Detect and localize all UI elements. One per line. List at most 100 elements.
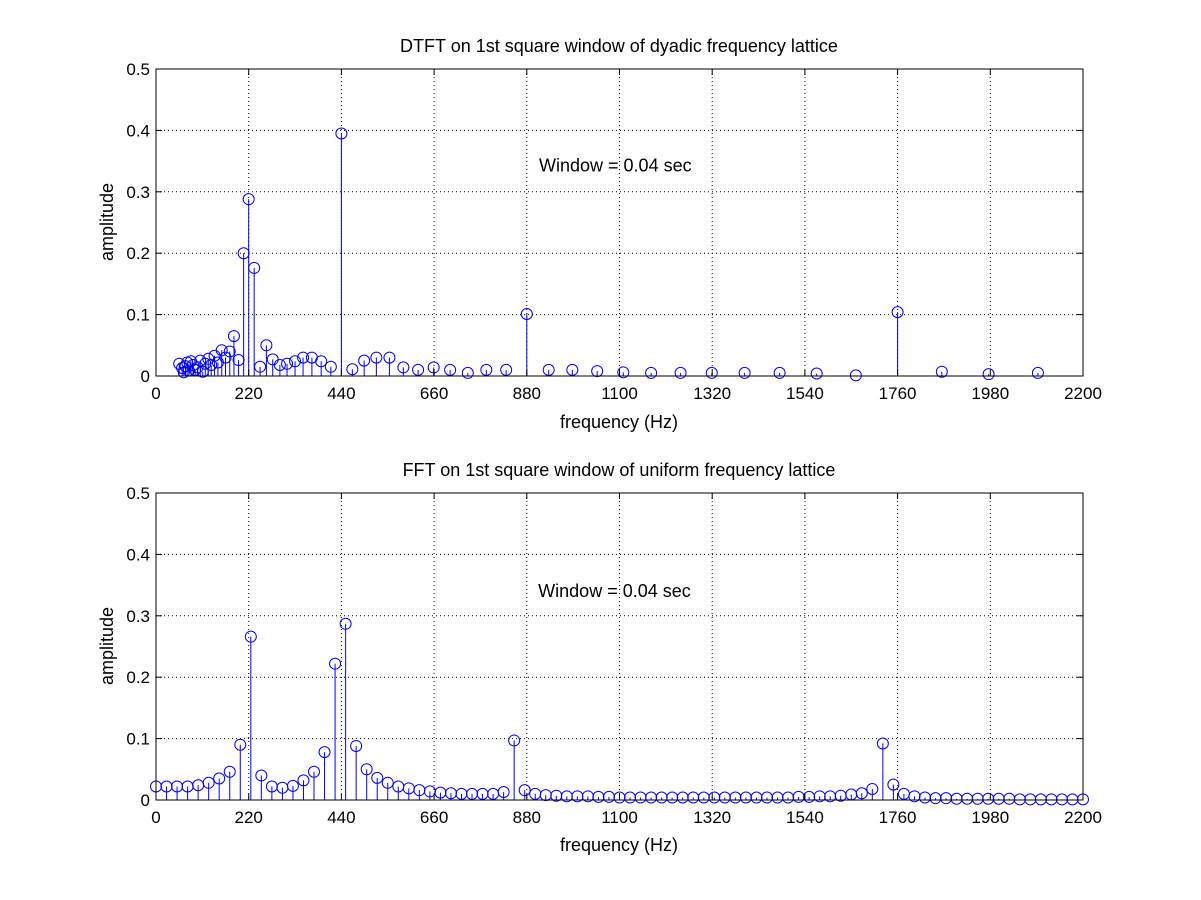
stem-marker	[397, 361, 410, 374]
x-tick-label: 0	[151, 808, 160, 827]
y-axis: 0 0.1 0.2 0.3 0.4 0.5	[126, 60, 1083, 386]
stem-marker	[500, 363, 513, 376]
stem-marker	[497, 786, 510, 799]
stem-marker	[273, 358, 286, 371]
x-tick-label: 1980	[971, 384, 1009, 403]
y-tick-label: 0.4	[126, 545, 150, 564]
x-tick-label: 2200	[1064, 808, 1102, 827]
stem-marker	[480, 363, 493, 376]
grid	[156, 69, 1083, 376]
y-tick-label: 0.2	[126, 244, 150, 263]
panel-title: DTFT on 1st square window of dyadic freq…	[400, 36, 838, 56]
x-tick-label: 1100	[601, 808, 638, 827]
fft-panel: FFT on 1st square window of uniform freq…	[97, 460, 1102, 855]
stem-marker	[371, 771, 384, 784]
stem-marker	[324, 360, 337, 373]
stem-marker	[360, 763, 373, 776]
y-tick-label: 0.2	[126, 668, 150, 687]
x-axis-label: frequency (Hz)	[560, 412, 678, 432]
stem-marker	[383, 351, 396, 364]
stem-marker	[935, 365, 948, 378]
stem-marker	[370, 351, 383, 364]
stem-marker	[260, 339, 273, 352]
x-axis-label: frequency (Hz)	[560, 835, 678, 855]
stem-marker	[219, 351, 232, 364]
stem-marker	[591, 365, 604, 378]
y-tick-label: 0	[141, 367, 150, 386]
stem-marker	[520, 307, 533, 320]
stem-marker	[876, 737, 889, 750]
stem-marker	[315, 355, 328, 368]
stem-marker	[223, 765, 236, 778]
stem-marker	[254, 360, 267, 373]
grid	[156, 493, 1083, 800]
stem-marker	[202, 776, 215, 789]
stem-marker	[444, 363, 457, 376]
x-tick-label: 440	[327, 808, 355, 827]
stem-marker	[866, 782, 879, 795]
stem-marker	[289, 355, 302, 368]
x-tick-label: 1320	[693, 384, 731, 403]
stem-marker	[248, 261, 261, 274]
y-tick-label: 0.3	[126, 607, 150, 626]
window-annotation: Window = 0.04 sec	[538, 581, 691, 601]
y-axis-label: amplitude	[97, 183, 117, 261]
x-tick-label: 880	[513, 808, 541, 827]
stem-marker	[350, 739, 363, 752]
stem-marker	[358, 354, 371, 367]
x-tick-label: 1980	[971, 808, 1009, 827]
dtft-panel: DTFT on 1st square window of dyadic freq…	[97, 36, 1102, 432]
x-axis: 0 220 440 660 880 1100 1320 1540 1760 1980 2200	[151, 69, 1102, 403]
x-tick-label: 220	[235, 808, 263, 827]
stem-marker	[381, 776, 394, 789]
stem-marker	[308, 765, 321, 778]
stem-marker	[887, 778, 900, 791]
x-tick-label: 2200	[1064, 384, 1102, 403]
stem-marker	[318, 746, 331, 759]
stem-marker	[542, 363, 555, 376]
window-annotation: Window = 0.04 sec	[539, 156, 692, 176]
stem-marker	[674, 366, 687, 379]
stem-marker	[810, 367, 823, 380]
stem-marker	[346, 363, 359, 376]
y-tick-label: 0.4	[126, 121, 150, 140]
stem-marker	[215, 344, 228, 357]
stem-series	[150, 617, 1089, 806]
stem-marker	[242, 193, 255, 206]
stem-marker	[223, 345, 236, 358]
x-tick-label: 660	[420, 384, 448, 403]
panel-title: FFT on 1st square window of uniform freq…	[403, 460, 836, 480]
stem-marker	[855, 787, 868, 800]
stem-marker	[518, 784, 531, 797]
x-tick-label: 660	[420, 808, 448, 827]
stem-marker	[286, 779, 299, 792]
stem-marker	[738, 366, 751, 379]
x-tick-label: 220	[235, 384, 263, 403]
stem-marker	[412, 363, 425, 376]
stem-marker	[335, 127, 348, 140]
stem-series	[173, 127, 1044, 382]
x-tick-label: 0	[151, 384, 160, 403]
stem-marker	[617, 366, 630, 379]
stem-marker	[255, 769, 268, 782]
stem-marker	[461, 366, 474, 379]
x-tick-label: 1760	[879, 808, 917, 827]
x-axis: 0 220 440 660 880 1100 1320 1540 1760 1980 2200	[151, 493, 1102, 827]
stem-marker	[891, 306, 904, 319]
stem-marker	[645, 366, 658, 379]
y-tick-label: 0.1	[126, 730, 150, 749]
stem-marker	[705, 366, 718, 379]
y-tick-label: 0.5	[126, 60, 150, 79]
x-tick-label: 1540	[786, 384, 824, 403]
x-tick-label: 1540	[786, 808, 824, 827]
y-axis-label: amplitude	[97, 607, 117, 685]
stem-marker	[234, 738, 247, 751]
y-tick-label: 0.5	[126, 484, 150, 503]
stem-marker	[566, 363, 579, 376]
x-tick-label: 1760	[879, 384, 917, 403]
x-tick-label: 1100	[601, 384, 638, 403]
stem-marker	[297, 351, 310, 364]
x-tick-label: 440	[327, 384, 355, 403]
